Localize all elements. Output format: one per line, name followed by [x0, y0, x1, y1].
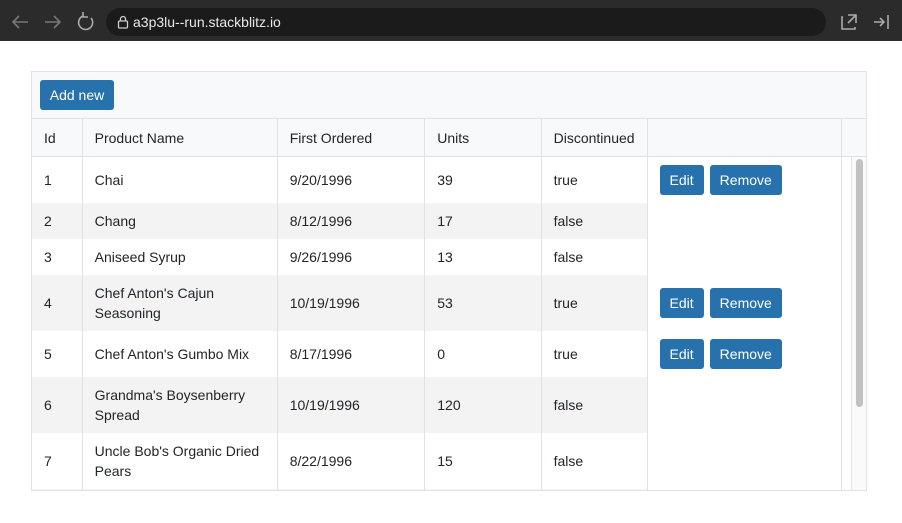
grid-cell: false [540, 433, 648, 489]
grid-cell: Aniseed Syrup [81, 239, 278, 275]
grid-cell: 13 [424, 239, 542, 275]
grid-cell: 17 [424, 203, 542, 239]
grid-cell: 15 [424, 433, 542, 489]
grid-cell: 10/19/1996 [276, 377, 425, 433]
grid-cell [424, 489, 542, 490]
scrollbar[interactable] [851, 157, 866, 490]
grid-row: 6 Grandma's Boysenberry Spread 10/19/1996 1… [32, 377, 866, 433]
column-header[interactable]: First Ordered [276, 119, 425, 157]
remove-button[interactable]: Remove [709, 165, 782, 195]
grid-cell: Grandma's Boysenberry Spread [81, 377, 278, 433]
scroll-gutter [840, 119, 866, 157]
command-cell: Edit Remove [646, 331, 842, 377]
grid-row: 3 Aniseed Syrup 9/26/1996 13 false [32, 239, 866, 275]
open-icon[interactable] [841, 14, 857, 30]
grid-cell [276, 489, 425, 490]
column-header[interactable]: Product Name [81, 119, 278, 157]
grid-cell: 39 [424, 156, 542, 203]
grid-cell: 0 [424, 331, 542, 377]
grid-cell: 8/17/1996 [276, 331, 425, 377]
column-header[interactable]: Discontinued [540, 119, 648, 157]
scrollbar-thumb[interactable] [856, 159, 863, 407]
command-cell [646, 489, 842, 490]
sidebar-icon[interactable] [874, 15, 889, 29]
grid-body: 1 Chai 9/20/1996 39 true Edit Remove 2 Chang 8/12… [32, 156, 866, 490]
grid-cell: Chef Anton's Gumbo Mix [81, 331, 278, 377]
command-cell [646, 377, 842, 433]
header-row: Id Product Name First Ordered Units Disconti… [32, 119, 866, 157]
url-text: a3p3lu--run.stackblitz.io [133, 14, 281, 30]
grid-cell: Northwoods Cranberry [81, 489, 278, 490]
grid-cell: 1 [44, 172, 52, 188]
grid-cell: true [540, 331, 648, 377]
grid-toolbar: Add new [32, 72, 866, 119]
remove-button[interactable]: Remove [709, 339, 782, 369]
grid-cell: 10/19/1996 [276, 275, 425, 331]
grid-cell: 6 [32, 377, 83, 433]
grid-cell: 8/22/1996 [276, 433, 425, 489]
command-cell [646, 239, 842, 275]
grid-cell: Chef Anton's Cajun Seasoning [81, 275, 278, 331]
command-cell [646, 433, 842, 489]
grid-cell: 4 [32, 275, 83, 331]
grid-table: Id Product Name First Ordered Units Disconti… [32, 119, 866, 490]
grid-row: 7 Uncle Bob's Organic Dried Pears 8/22/199… [32, 433, 866, 489]
lock-icon [117, 15, 129, 29]
grid-cell: 53 [424, 275, 542, 331]
grid-cell: true [540, 156, 648, 203]
grid-cell: false [540, 239, 648, 275]
command-cell: Edit Remove [646, 156, 842, 203]
edit-button[interactable]: Edit [659, 339, 704, 369]
grid-cell: 3 [44, 249, 52, 265]
grid-cell: Uncle Bob's Organic Dried Pears [81, 433, 278, 489]
address-bar[interactable]: a3p3lu--run.stackblitz.io [106, 8, 826, 36]
browser-bar: a3p3lu--run.stackblitz.io [0, 0, 902, 41]
grid: Add new Id Product Name First Ordered Units… [31, 71, 867, 491]
command-header [646, 119, 842, 157]
grid-cell: false [540, 203, 648, 239]
grid-cell: 7 [44, 453, 52, 469]
grid-cell [540, 489, 648, 490]
grid-row: 2 Chang 8/12/1996 17 false [32, 203, 866, 239]
forward-icon[interactable] [45, 15, 62, 29]
column-header[interactable]: Id [32, 119, 83, 157]
grid-cell: 8/12/1996 [276, 203, 425, 239]
grid-row: 5 Chef Anton's Gumbo Mix 8/17/1996 0 true Edi… [32, 331, 866, 377]
edit-button[interactable]: Edit [659, 288, 704, 318]
grid-cell [32, 489, 83, 490]
grid-row: 1 Chai 9/20/1996 39 true Edit Remove [32, 156, 866, 203]
grid-cell: Chai [81, 156, 278, 203]
grid-cell: 2 [32, 203, 83, 239]
add-new-button[interactable]: Add new [40, 80, 114, 110]
grid-cell: 120 [424, 377, 542, 433]
command-cell [646, 203, 842, 239]
browser-icons [11, 12, 889, 31]
grid-cell: 9/26/1996 [276, 239, 425, 275]
grid-cell: true [540, 275, 648, 331]
reload-icon[interactable] [77, 12, 94, 31]
grid-cell: Chang [81, 203, 278, 239]
grid-cell: 9/20/1996 [276, 156, 425, 203]
back-icon[interactable] [11, 15, 28, 29]
remove-button[interactable]: Remove [709, 288, 782, 318]
grid-row: Northwoods Cranberry [32, 489, 866, 490]
edit-button[interactable]: Edit [659, 165, 704, 195]
column-header[interactable]: Units [424, 119, 542, 157]
grid-cell: false [540, 377, 648, 433]
grid-row: 4 Chef Anton's Cajun Seasoning 10/19/1996 5… [32, 275, 866, 331]
grid-cell: 5 [44, 346, 52, 362]
command-cell: Edit Remove [646, 275, 842, 331]
